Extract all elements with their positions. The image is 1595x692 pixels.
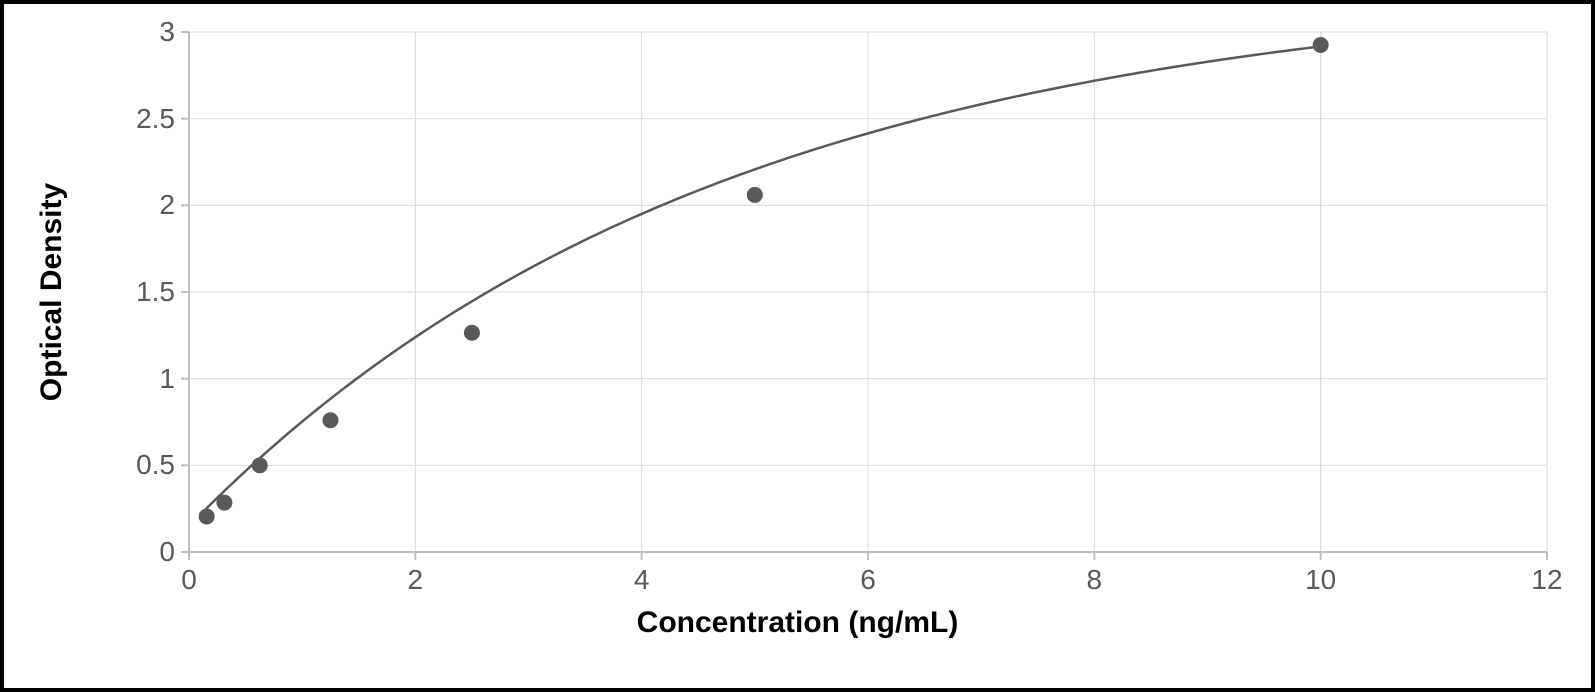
y-tick-label: 2.5	[136, 103, 175, 135]
x-tick-label: 8	[1087, 564, 1103, 596]
y-tick-label: 1	[159, 363, 175, 395]
x-tick-label: 4	[634, 564, 650, 596]
y-tick-label: 3	[159, 16, 175, 48]
x-tick-label: 6	[860, 564, 876, 596]
chart-container: Concentration (ng/mL) Optical Density 0 2…	[0, 0, 1595, 692]
x-tick-label: 2	[408, 564, 424, 596]
x-tick-label: 0	[181, 564, 197, 596]
y-tick-label: 2	[159, 189, 175, 221]
y-tick-label: 0.5	[136, 449, 175, 481]
y-tick-label: 1.5	[136, 276, 175, 308]
y-tick-label: 0	[159, 536, 175, 568]
x-tick-label: 10	[1305, 564, 1336, 596]
chart-svg	[4, 4, 1591, 688]
x-tick-label: 12	[1531, 564, 1562, 596]
x-axis-label: Concentration (ng/mL)	[4, 606, 1591, 640]
y-axis-label: Optical Density	[32, 132, 72, 452]
